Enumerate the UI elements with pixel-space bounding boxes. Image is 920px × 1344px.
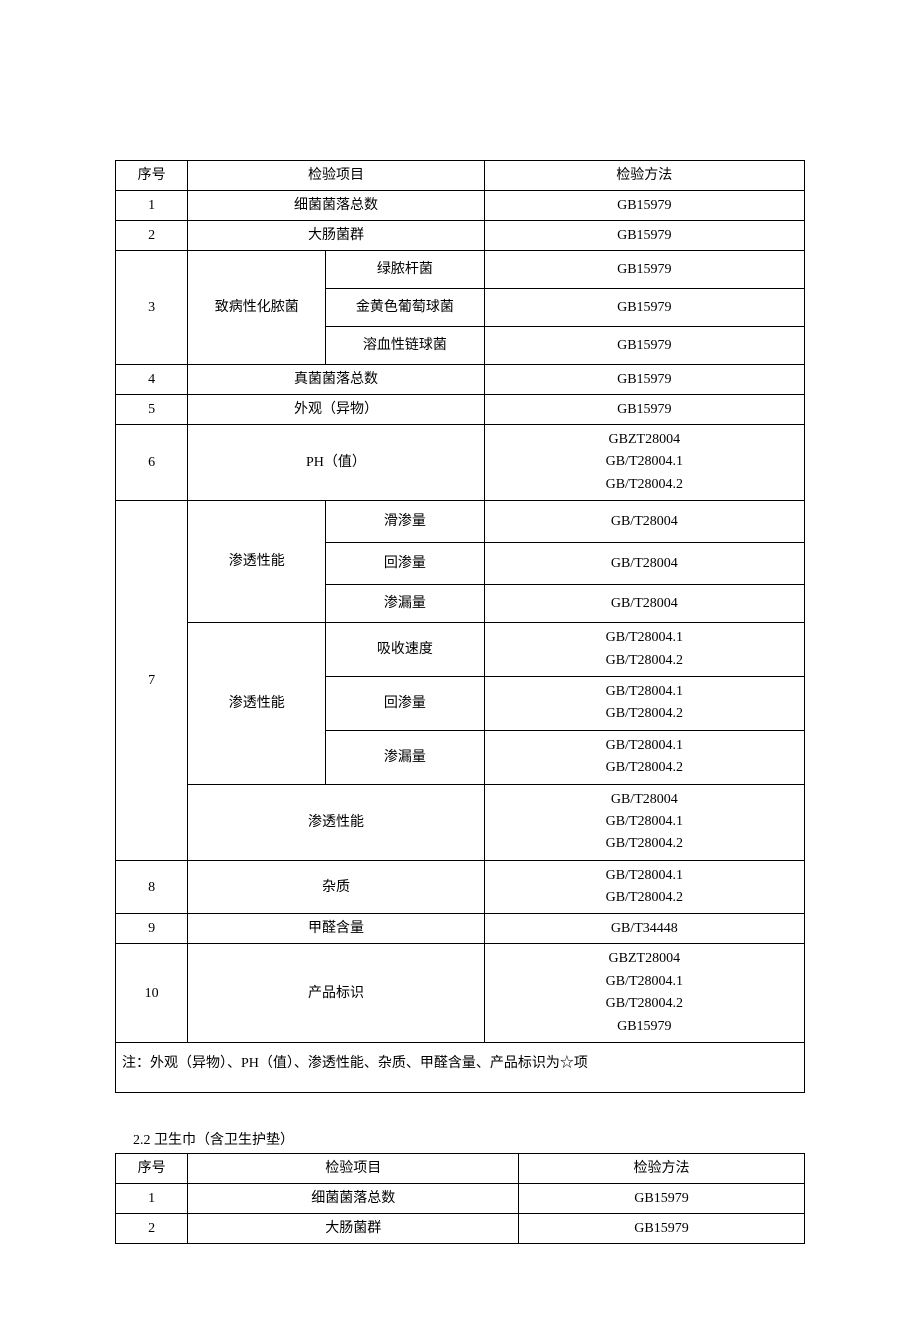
inspection-table-2: 序号 检验项目 检验方法 1 细菌菌落总数 GB15979 2 大肠菌群 GB1… [115,1153,805,1244]
subitem-cell: 溶血性链球菌 [326,327,484,365]
method-cell: GB/T28004.1GB/T28004.2 [484,676,804,730]
table-row: 4 真菌菌落总数 GB15979 [116,365,805,395]
subitem-cell: 滑渗量 [326,501,484,543]
item-cell: PH（值） [188,425,484,501]
group-cell: 致病性化脓菌 [188,251,326,365]
method-cell: GB/T28004.1GB/T28004.2 [484,623,804,677]
item-cell: 细菌菌落总数 [188,1184,519,1214]
method-cell: GB/T28004 [484,543,804,585]
item-cell: 细菌菌落总数 [188,191,484,221]
item-cell: 杂质 [188,860,484,914]
method-cell: GB15979 [519,1184,805,1214]
item-cell: 大肠菌群 [188,221,484,251]
method-cell: GB/T28004 [484,501,804,543]
seq-cell: 8 [116,860,188,914]
table-row: 10 产品标识 GBZT28004GB/T28004.1GB/T28004.2G… [116,944,805,1043]
seq-cell: 1 [116,1184,188,1214]
table-row: 1 细菌菌落总数 GB15979 [116,1184,805,1214]
item-cell: 大肠菌群 [188,1214,519,1244]
group-cell: 渗透性能 [188,623,326,784]
col-seq-header: 序号 [116,161,188,191]
inspection-table-1: 序号 检验项目 检验方法 1 细菌菌落总数 GB15979 2 大肠菌群 GB1… [115,160,805,1093]
subitem-cell: 渗漏量 [326,585,484,623]
seq-cell: 5 [116,395,188,425]
seq-cell: 9 [116,914,188,944]
method-cell: GBZT28004GB/T28004.1GB/T28004.2 [484,425,804,501]
item-cell: 外观（异物） [188,395,484,425]
item-cell: 渗透性能 [188,784,484,860]
table-row: 2 大肠菌群 GB15979 [116,221,805,251]
seq-cell: 2 [116,1214,188,1244]
group-cell: 渗透性能 [188,501,326,623]
method-cell: GBZT28004GB/T28004.1GB/T28004.2GB15979 [484,944,804,1043]
table-row: 6 PH（值） GBZT28004GB/T28004.1GB/T28004.2 [116,425,805,501]
seq-cell: 6 [116,425,188,501]
method-cell: GB/T28004.1GB/T28004.2 [484,860,804,914]
item-cell: 产品标识 [188,944,484,1043]
table-row: 5 外观（异物） GB15979 [116,395,805,425]
method-cell: GB15979 [484,221,804,251]
subitem-cell: 吸收速度 [326,623,484,677]
table-row: 3 致病性化脓菌 绿脓杆菌 GB15979 [116,251,805,289]
table-header-row: 序号 检验项目 检验方法 [116,161,805,191]
note-cell: 注：外观（异物）、PH（值）、渗透性能、杂质、甲醛含量、产品标识为☆项 [116,1043,805,1093]
method-cell: GB/T28004 [484,585,804,623]
method-cell: GB15979 [484,395,804,425]
table-row: 2 大肠菌群 GB15979 [116,1214,805,1244]
seq-cell: 4 [116,365,188,395]
seq-cell: 7 [116,501,188,861]
seq-cell: 2 [116,221,188,251]
section-2-2-title: 2.2 卫生巾（含卫生护垫） [115,1129,805,1149]
table-row: 7 渗透性能 滑渗量 GB/T28004 [116,501,805,543]
col-method-header: 检验方法 [519,1154,805,1184]
subitem-cell: 金黄色葡萄球菌 [326,289,484,327]
subitem-cell: 回渗量 [326,676,484,730]
seq-cell: 3 [116,251,188,365]
col-method-header: 检验方法 [484,161,804,191]
method-cell: GB15979 [484,365,804,395]
method-cell: GB15979 [484,327,804,365]
table-note-row: 注：外观（异物）、PH（值）、渗透性能、杂质、甲醛含量、产品标识为☆项 [116,1043,805,1093]
col-item-header: 检验项目 [188,161,484,191]
seq-cell: 1 [116,191,188,221]
method-cell: GB15979 [484,251,804,289]
method-cell: GB15979 [484,289,804,327]
method-cell: GB15979 [484,191,804,221]
table-row: 渗透性能 吸收速度 GB/T28004.1GB/T28004.2 [116,623,805,677]
table-header-row: 序号 检验项目 检验方法 [116,1154,805,1184]
col-seq-header: 序号 [116,1154,188,1184]
subitem-cell: 渗漏量 [326,730,484,784]
table-row: 1 细菌菌落总数 GB15979 [116,191,805,221]
method-cell: GB/T28004GB/T28004.1GB/T28004.2 [484,784,804,860]
table-row: 9 甲醛含量 GB/T34448 [116,914,805,944]
subitem-cell: 绿脓杆菌 [326,251,484,289]
table-row: 渗透性能 GB/T28004GB/T28004.1GB/T28004.2 [116,784,805,860]
subitem-cell: 回渗量 [326,543,484,585]
method-cell: GB15979 [519,1214,805,1244]
item-cell: 真菌菌落总数 [188,365,484,395]
table-row: 8 杂质 GB/T28004.1GB/T28004.2 [116,860,805,914]
method-cell: GB/T34448 [484,914,804,944]
col-item-header: 检验项目 [188,1154,519,1184]
seq-cell: 10 [116,944,188,1043]
method-cell: GB/T28004.1GB/T28004.2 [484,730,804,784]
item-cell: 甲醛含量 [188,914,484,944]
